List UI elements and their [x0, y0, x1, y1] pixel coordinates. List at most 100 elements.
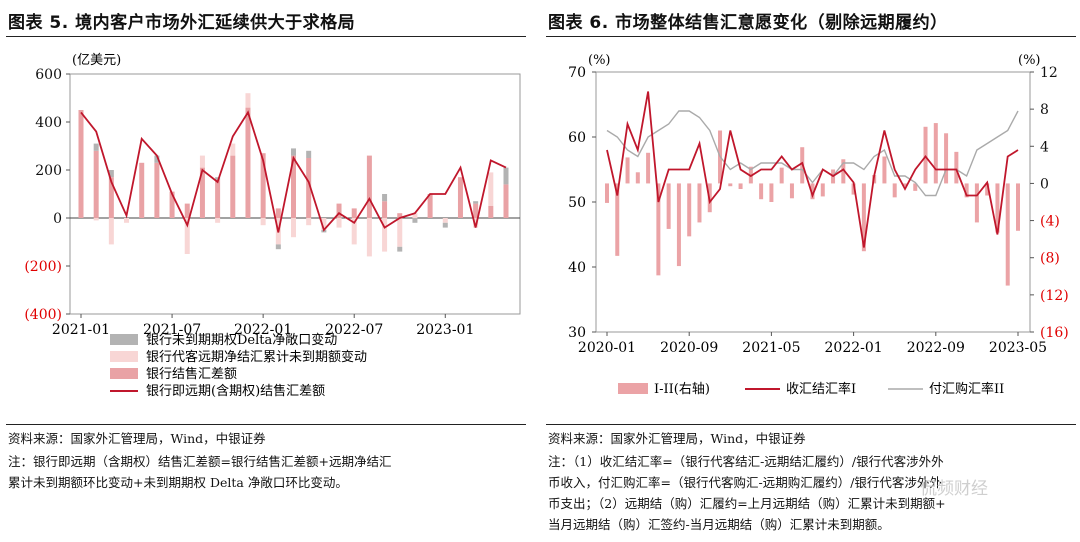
- bar: [412, 218, 418, 223]
- y-tick-label-right: (8): [1040, 251, 1060, 267]
- bar: [245, 93, 251, 108]
- y-tick-label-left: 40: [568, 260, 586, 276]
- legend-label: 付汇购汇率II: [929, 381, 1004, 397]
- right-note-line: 当月远期结（购）汇签约-当月远期结（购）汇累计未到期额。: [548, 517, 890, 532]
- left-chart: (亿美元) 600 400 200 0 (200) (400)2021-01 2021-07 2…: [24, 53, 521, 399]
- legend-label: 收汇结汇率I: [786, 381, 856, 397]
- legend-label: 银行未到期期权Delta净敞口变动: [146, 332, 337, 348]
- bar: [738, 183, 743, 189]
- right-axis-label: (%): [1018, 53, 1041, 68]
- legend-swatch: [110, 368, 138, 379]
- bar: [291, 218, 296, 238]
- bar: [442, 218, 448, 223]
- y-tick-label-right: 12: [1040, 65, 1058, 81]
- bar: [260, 153, 266, 218]
- left-axis-label: (%): [588, 53, 611, 68]
- bar: [676, 183, 681, 267]
- bar: [851, 183, 856, 195]
- right-source: 资料来源：国家外汇管理局，Wind，中银证券: [548, 431, 806, 446]
- bar: [913, 183, 918, 191]
- bar: [646, 152, 651, 184]
- y-tick-label: (200): [24, 259, 62, 275]
- bar: [944, 133, 949, 184]
- left-source: 资料来源：国家外汇管理局，Wind，中银证券: [8, 431, 266, 446]
- bar: [306, 158, 312, 218]
- bar: [397, 246, 403, 252]
- right-panel: 图表 6. 市场整体结售汇意愿变化（剔除远期履约） (%) (%) 30 40 50 60…: [540, 0, 1080, 542]
- bar: [397, 218, 403, 247]
- x-tick-label: 2023-05: [989, 340, 1047, 356]
- y-tick-label: 200: [35, 163, 62, 179]
- bar: [964, 183, 969, 198]
- x-tick-label: 2022-01: [825, 340, 883, 356]
- y-tick-label-right: 4: [1040, 139, 1049, 155]
- y-tick-label-left: 70: [568, 65, 586, 81]
- bar: [656, 183, 661, 276]
- y-tick-label: 0: [53, 211, 62, 227]
- bar: [230, 143, 236, 156]
- left-footer-rule: [6, 424, 526, 425]
- left-chart-title: 图表 5. 境内客户市场外汇延续供大于求格局: [8, 13, 356, 33]
- bar: [139, 162, 145, 218]
- bar: [779, 167, 784, 184]
- legend-swatch: [618, 383, 648, 394]
- bar: [902, 183, 907, 187]
- bar: [275, 244, 281, 250]
- legend-label: I-II(右轴): [654, 382, 710, 397]
- bar: [215, 179, 221, 218]
- bar: [351, 218, 357, 245]
- left-title-rule: [6, 36, 526, 37]
- bar: [366, 218, 372, 257]
- bar: [215, 177, 221, 180]
- legend-swatch: [110, 351, 138, 362]
- bar: [503, 167, 509, 185]
- bar: [933, 123, 938, 184]
- y-tick-label-right: 0: [1040, 176, 1049, 192]
- y-tick-label-left: 60: [568, 130, 586, 146]
- plot-frame: [69, 73, 521, 315]
- bar: [457, 177, 463, 218]
- bar: [488, 172, 494, 206]
- bar: [291, 155, 296, 218]
- x-tick-label: 2021-07: [143, 322, 201, 338]
- bar: [759, 183, 764, 200]
- y-axis-label: (亿美元): [72, 53, 121, 68]
- x-tick-label: 2021-01: [52, 322, 110, 338]
- bar: [108, 177, 114, 218]
- bar: [615, 183, 620, 256]
- y-tick-label-right: (4): [1040, 214, 1060, 230]
- bar: [473, 203, 479, 218]
- x-tick-label: 2022-01: [234, 322, 292, 338]
- bar: [78, 110, 84, 218]
- x-tick-label: 2020-01: [578, 340, 636, 356]
- y-tick-label: 400: [35, 115, 62, 131]
- bar: [184, 218, 190, 254]
- bar: [666, 183, 671, 229]
- bar: [154, 155, 160, 163]
- x-tick-label: 2022-07: [325, 322, 383, 338]
- bar: [1005, 183, 1010, 286]
- bar: [625, 157, 630, 184]
- bar: [366, 155, 372, 218]
- x-tick-label: 2022-09: [907, 340, 965, 356]
- bar: [728, 183, 733, 187]
- bar: [382, 201, 388, 218]
- y-tick-label-right: 8: [1040, 102, 1049, 118]
- bar: [336, 218, 342, 228]
- y-tick-label-left: 30: [568, 325, 586, 341]
- bar: [687, 183, 692, 237]
- bar: [351, 208, 357, 218]
- legend-swatch: [110, 334, 138, 345]
- bar: [321, 218, 327, 230]
- bar: [954, 151, 959, 184]
- bar: [93, 143, 99, 151]
- bar: [427, 194, 433, 218]
- bar: [892, 183, 897, 198]
- bar: [336, 203, 342, 218]
- bar: [985, 183, 990, 196]
- right-note: 注：（1）收汇结汇率=（银行代客结汇-远期结汇履约）/银行代客涉外外 币收入，付…: [548, 451, 946, 535]
- bar: [442, 222, 448, 228]
- left-note-line: 注：银行即远期（含期权）结售汇差额=银行结售汇差额+远期净结汇: [8, 454, 392, 469]
- bar: [275, 208, 281, 218]
